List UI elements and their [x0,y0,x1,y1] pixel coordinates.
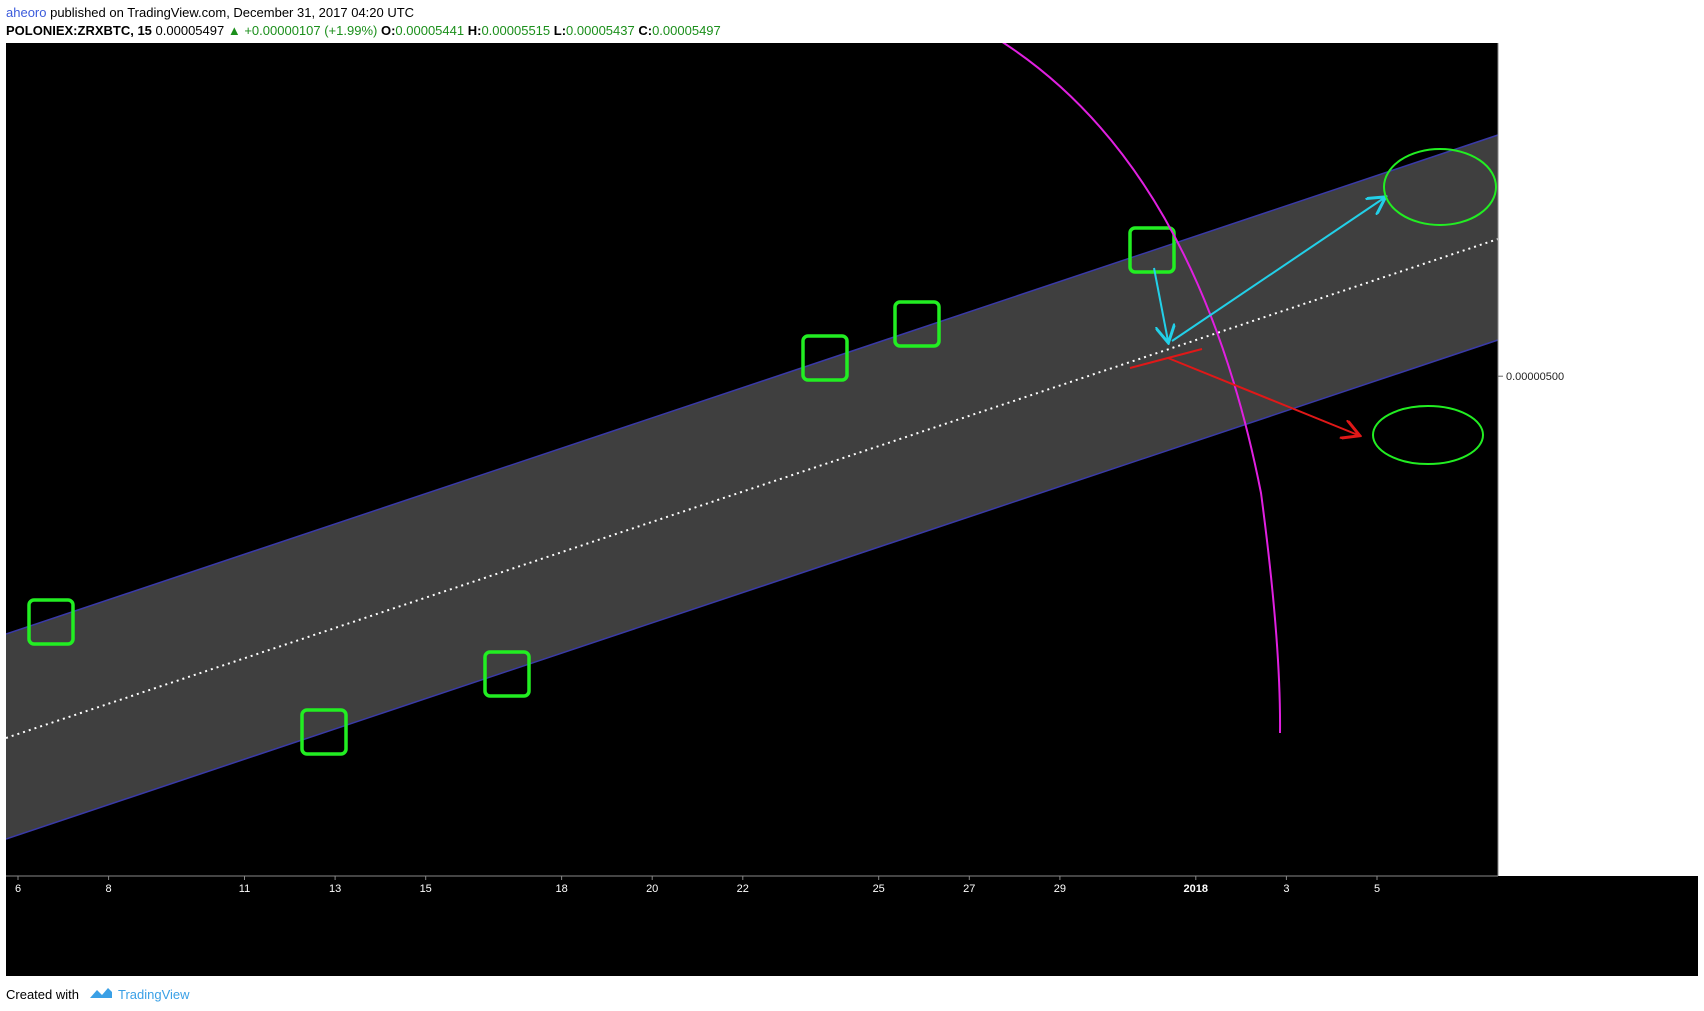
touch-highlight-box-5 [1128,226,1176,274]
touch-highlight-box-2 [483,650,531,698]
low-value: 0.00005437 [566,23,635,38]
x-tick-label-13: 5 [1374,883,1380,895]
channel-upper-line [6,134,1499,635]
ohlc-line: POLONIEX:ZRXBTC, 15 0.00005497 ▲ +0.0000… [6,23,721,38]
price-change: ▲ +0.00000107 (+1.99%) [227,23,378,38]
arrow-target-down-red [1167,357,1358,435]
price-chart[interactable]: 3.618(0.00007313)3(0.00006300)2.618(0.00… [6,43,1698,976]
arrow-target-up-cyan [1171,198,1384,342]
close-label: C: [638,23,653,38]
tradingview-brand[interactable]: TradingView [118,987,190,1002]
footer: Created with TradingView [0,976,1704,1011]
x-tick-label-0: 6 [15,883,21,895]
price-axis-bg [1498,43,1698,976]
publish-info: published on TradingView.com, December 3… [46,5,415,20]
high-value: 0.00005515 [481,23,551,38]
target-circle-upper [1383,148,1497,226]
x-tick-label-6: 20 [646,883,658,895]
x-tick-label-3: 13 [329,883,341,895]
x-tick-label-11: 2018 [1184,883,1208,895]
arrow-red-stem [1129,348,1203,369]
chart-header: aheoro published on TradingView.com, Dec… [0,0,1704,43]
touch-highlight-box-3 [801,334,849,382]
x-tick-label-7: 22 [737,883,749,895]
channel-fill [6,135,1498,839]
x-tick-label-2: 11 [239,883,250,895]
x-tick-label-12: 3 [1283,883,1289,895]
x-tick-label-1: 8 [106,883,112,895]
publish-line: aheoro published on TradingView.com, Dec… [6,5,414,20]
channel-midline [6,238,1499,739]
touch-highlight-box-4 [893,300,941,348]
symbol-label[interactable]: POLONIEX:ZRXBTC, 15 [6,23,152,38]
tradingview-logo-icon [90,988,112,998]
arrow-pullback-cyan [1153,267,1168,341]
open-label: O: [380,23,396,38]
x-tick-label-5: 18 [555,883,567,895]
x-tick-label-9: 27 [963,883,975,895]
y-tick-label-0: 0.00000500 [1506,371,1564,383]
time-arc [1001,43,1282,734]
x-tick-label-8: 25 [873,883,885,895]
touch-highlight-box-0 [27,598,75,646]
author-link[interactable]: aheoro [6,5,47,20]
x-tick-label-10: 29 [1054,883,1066,895]
low-label: L: [553,23,567,38]
target-circle-lower [1372,405,1484,465]
open-value: 0.00005441 [395,23,465,38]
high-label: H: [467,23,482,38]
last-price: 0.00005497 [155,23,225,38]
close-value: 0.00005497 [652,23,721,38]
created-with-label: Created with [6,987,79,1002]
x-tick-label-4: 15 [420,883,432,895]
chart-area[interactable]: 3.618(0.00007313)3(0.00006300)2.618(0.00… [6,43,1698,976]
time-axis-bg [6,876,1498,976]
touch-highlight-box-1 [300,708,348,756]
axis-corner [1498,876,1698,976]
channel-lower-line [6,339,1499,840]
